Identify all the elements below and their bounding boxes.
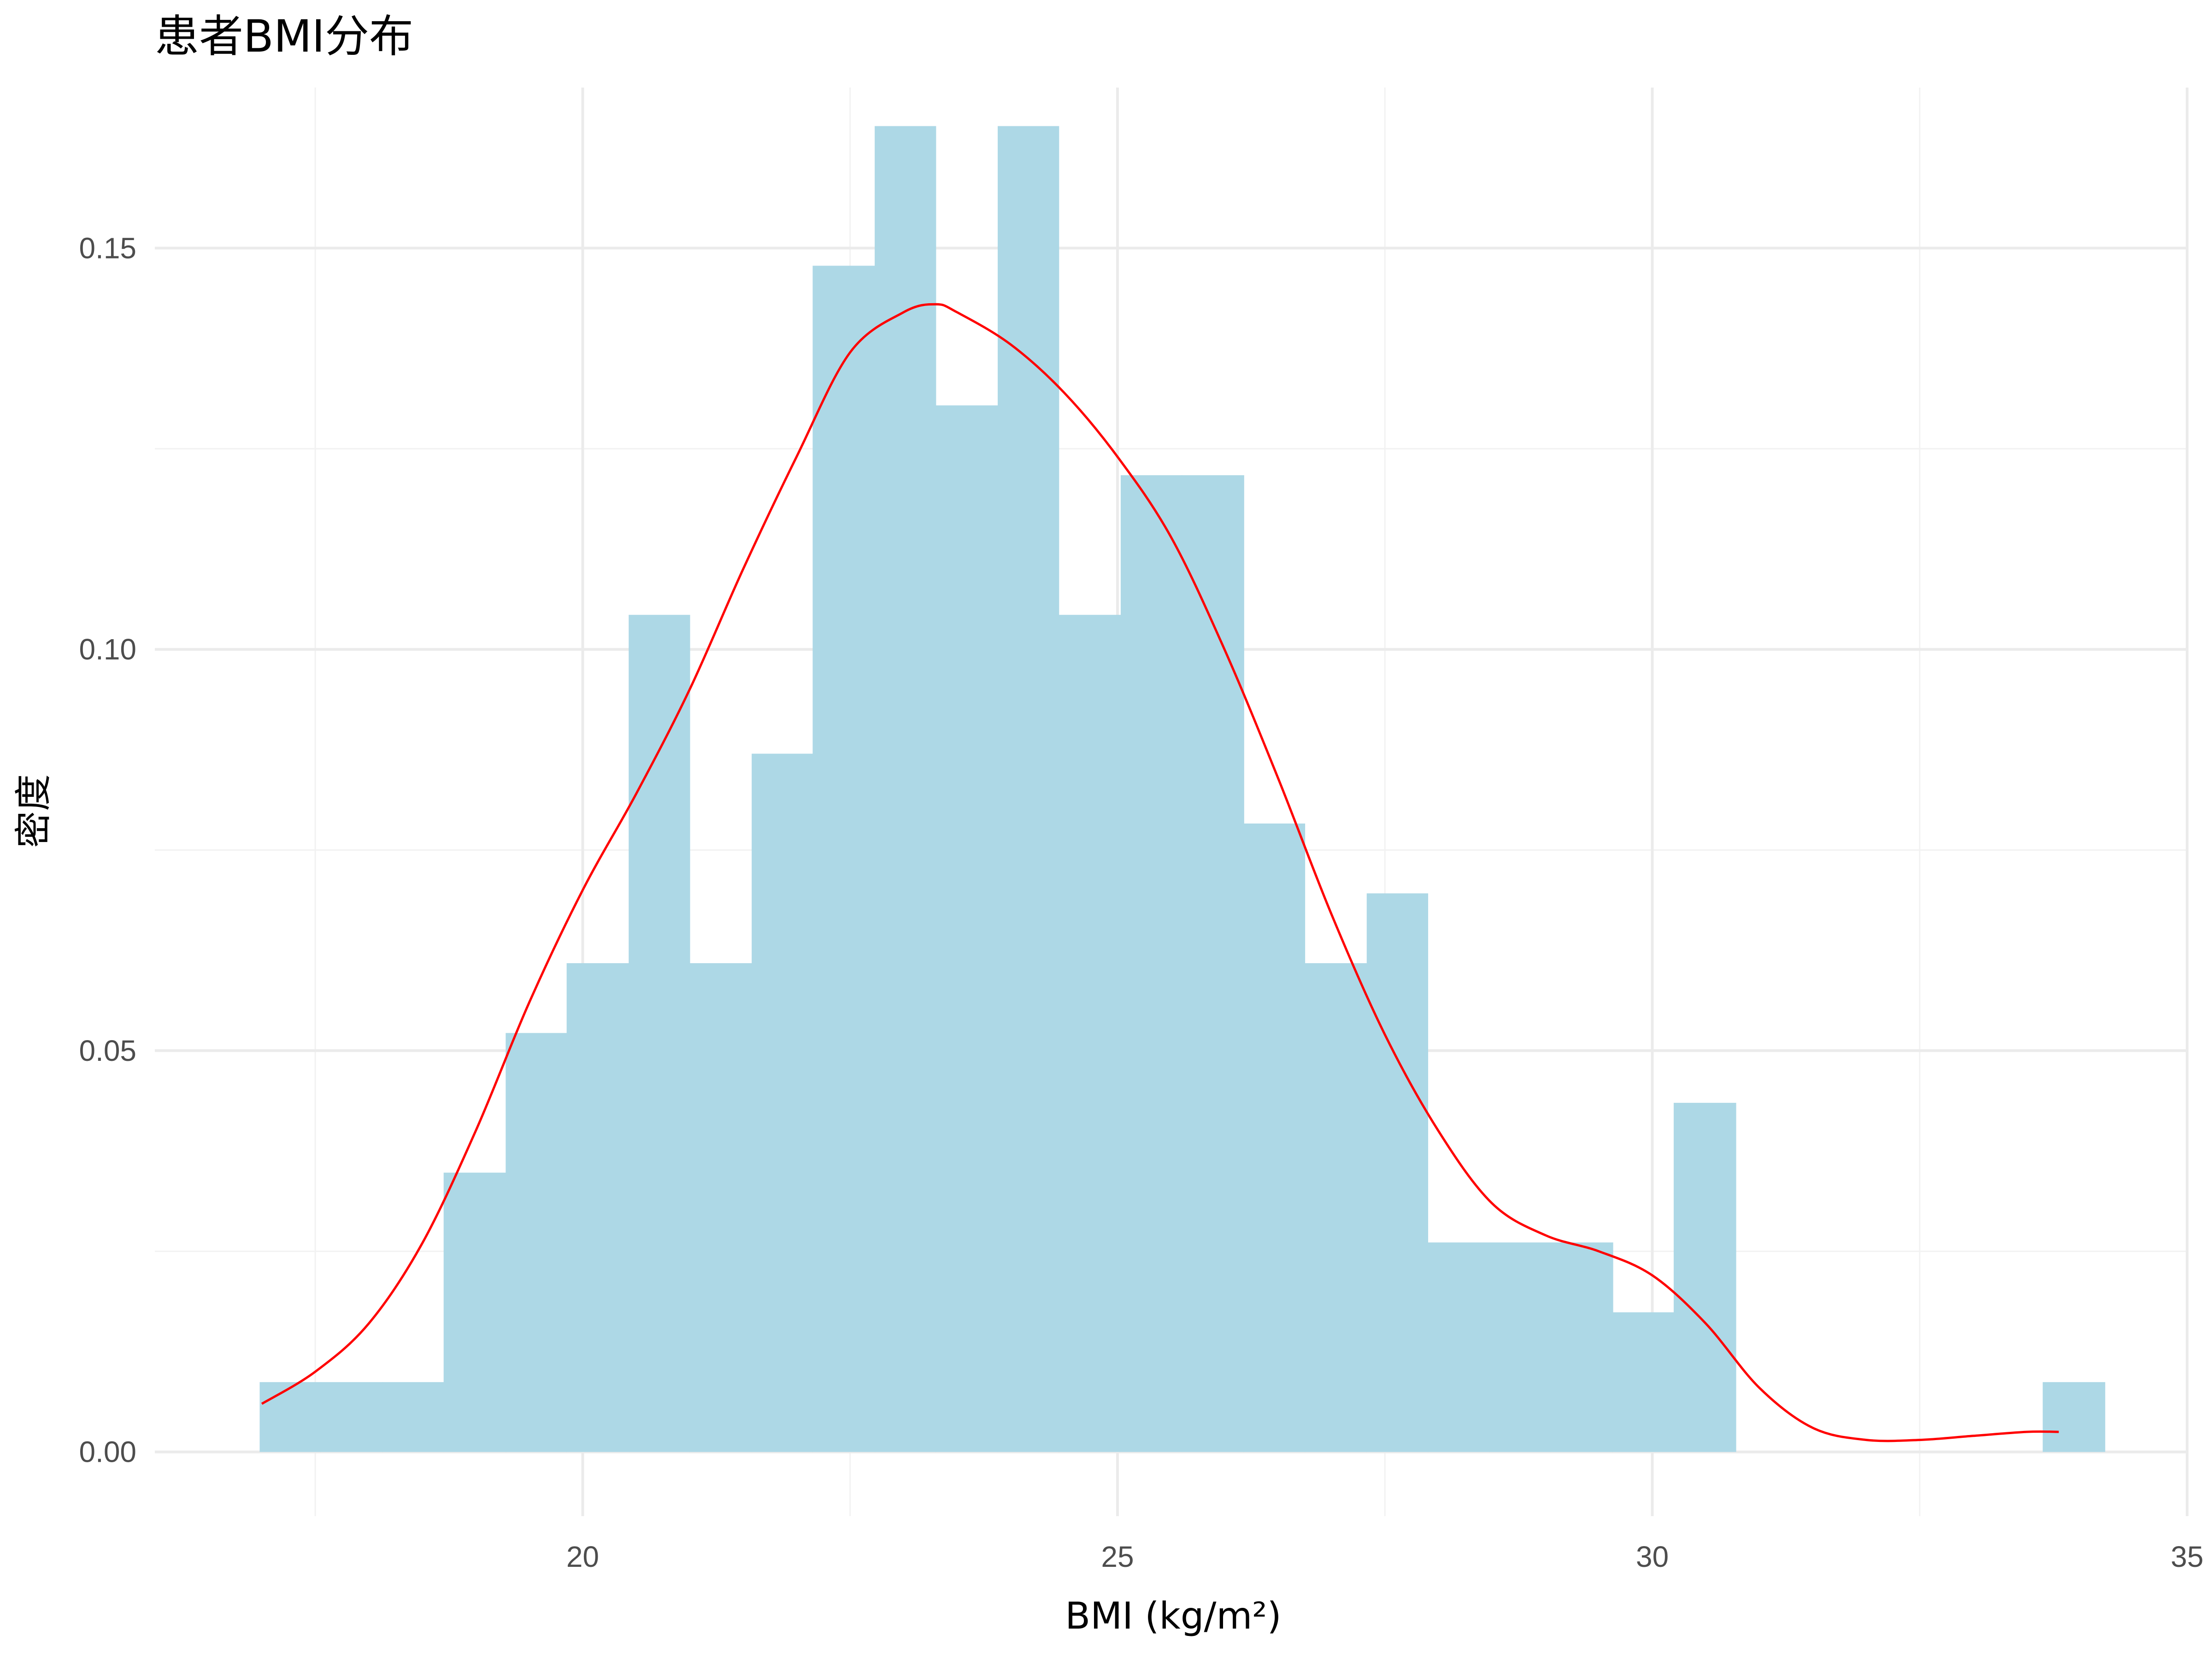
histogram-bar (506, 1033, 567, 1452)
chart-title: 患者BMI分布 (155, 11, 413, 62)
histogram-bar (1366, 893, 1429, 1452)
histogram-bar (875, 126, 936, 1452)
histogram-bar (1305, 963, 1367, 1452)
histogram-bar (320, 1382, 383, 1452)
tick-labels-layer: 20 25 30 35 0.00 0.05 0.10 0.15 (79, 231, 2203, 1573)
histogram-bar (689, 963, 753, 1452)
histogram-bar (1673, 1103, 1736, 1452)
histogram-bar (566, 963, 629, 1452)
histogram-bar (382, 1382, 444, 1452)
y-tick-label: 0.15 (79, 231, 136, 265)
x-axis-title: BMI (kg/m²) (1065, 1594, 1281, 1637)
x-tick-label: 30 (1636, 1540, 1669, 1573)
histogram-bar (1428, 1242, 1490, 1452)
histogram-bar (997, 126, 1059, 1452)
histogram-bar (1120, 475, 1182, 1452)
bars-layer (259, 126, 2106, 1452)
histogram-bar (1550, 1242, 1613, 1452)
histogram-bar (443, 1172, 506, 1452)
density-curve-layer (261, 303, 2059, 1442)
y-tick-label: 0.05 (79, 1034, 136, 1067)
density-curve (261, 303, 2059, 1442)
histogram-bar (1243, 824, 1306, 1452)
y-tick-label: 0.00 (79, 1435, 136, 1469)
histogram-bar (812, 265, 876, 1452)
histogram-bar (1612, 1312, 1674, 1452)
x-tick-label: 35 (2171, 1540, 2203, 1573)
histogram-bar (1059, 615, 1121, 1452)
y-tick-label: 0.10 (79, 633, 136, 666)
histogram-bar (1489, 1242, 1551, 1452)
histogram-bar (752, 753, 813, 1452)
histogram-bar (629, 615, 690, 1452)
x-tick-label: 20 (566, 1540, 599, 1573)
histogram-bar (2042, 1382, 2106, 1452)
y-axis-title: 密度 (12, 774, 55, 848)
histogram-bar (935, 405, 998, 1452)
x-tick-label: 25 (1101, 1540, 1134, 1573)
histogram-bar (1182, 475, 1244, 1452)
histogram-bar (259, 1382, 321, 1452)
